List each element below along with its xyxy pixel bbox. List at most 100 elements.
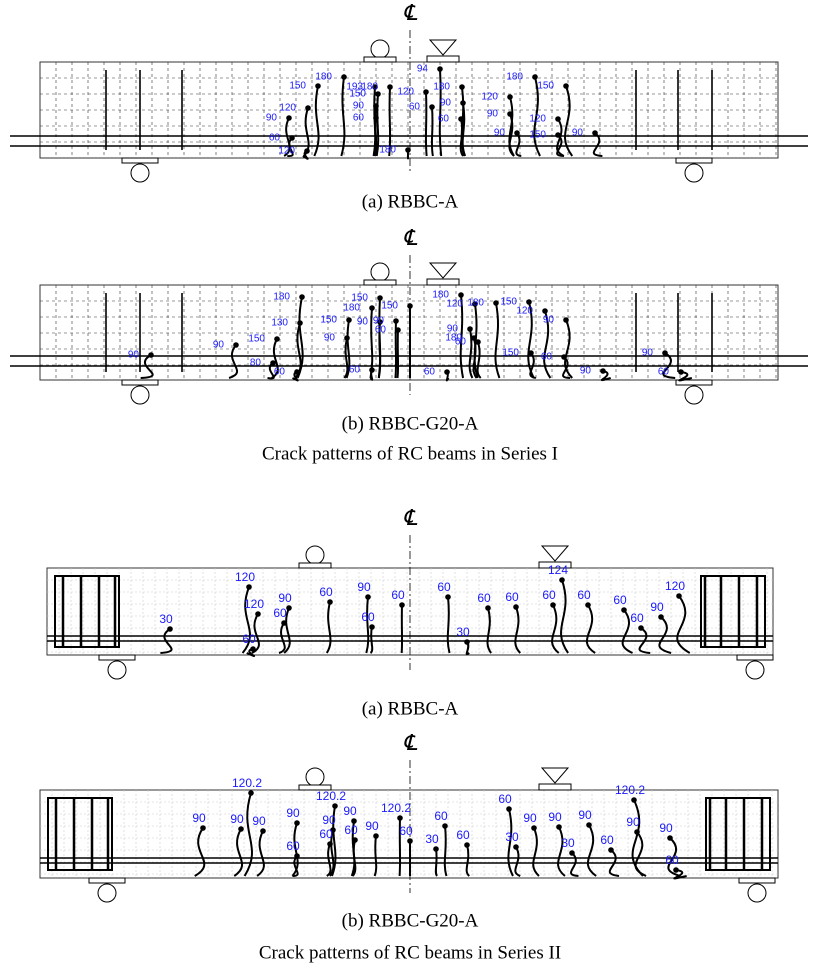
crack	[587, 605, 595, 653]
crack-label: 60	[456, 828, 470, 842]
crack	[552, 605, 559, 653]
crack-label: 60	[437, 580, 451, 594]
crack-tip	[369, 305, 375, 311]
crack-tip	[305, 105, 311, 111]
crack-label: 60	[477, 591, 491, 605]
crack-label: 90	[266, 113, 278, 124]
crack-label: 60	[600, 833, 614, 847]
crack-label: 60	[269, 133, 281, 144]
crack-tip	[407, 303, 413, 309]
crack-tip	[592, 130, 598, 136]
crack-label: 120	[446, 299, 463, 310]
crack	[432, 107, 433, 156]
crack-tip	[676, 593, 682, 599]
crack-tip	[346, 317, 352, 323]
crack-tip	[332, 803, 338, 809]
pin	[430, 263, 456, 278]
crack-label: 90	[543, 315, 555, 326]
crack-tip	[555, 132, 561, 138]
crack-tip	[467, 326, 473, 332]
series-caption: Crack patterns of RC beams in Series II	[259, 942, 561, 963]
crack-label: 90	[343, 804, 357, 818]
support-plate	[739, 878, 775, 883]
crack-label: 150	[502, 348, 519, 359]
crack-tip	[246, 584, 252, 590]
crack-label: 94	[417, 64, 429, 75]
crack-label: 90	[324, 333, 336, 344]
support-roller	[746, 661, 764, 679]
centerline-symbol: ℄	[403, 0, 418, 25]
crack-label: 180	[315, 72, 332, 83]
crack-label: 120	[235, 570, 255, 584]
crack-tip	[423, 89, 429, 95]
crack	[445, 826, 447, 876]
crack-label: 60	[391, 588, 405, 602]
crack-tip	[555, 116, 561, 122]
crack-label: 90	[494, 128, 506, 139]
crack-label: 90	[626, 815, 640, 829]
crack	[448, 597, 450, 653]
crack-tip	[327, 841, 333, 847]
plate	[364, 280, 396, 285]
crack-tip	[658, 614, 664, 620]
crack-tip	[493, 300, 499, 306]
crack-label: 60	[344, 823, 358, 837]
crack-label: 90	[572, 128, 584, 139]
centerline-symbol: ℄	[403, 730, 418, 755]
crack-label: 150	[248, 334, 265, 345]
crack-tip	[148, 352, 154, 358]
crack-label: 60	[375, 325, 387, 336]
crack-label: 180	[379, 145, 396, 156]
crack-label: 90	[357, 580, 371, 594]
crack	[659, 617, 671, 653]
crack-tip	[167, 626, 173, 632]
crack-tip	[294, 820, 300, 826]
crack-label: 180	[467, 298, 484, 309]
crack-label: 150	[289, 81, 306, 92]
crack-tip	[608, 847, 614, 853]
plate	[539, 784, 571, 790]
crack-label: 180	[273, 292, 290, 303]
crack-label: 90	[578, 808, 592, 822]
crack-label: 180	[343, 303, 360, 314]
crack-label: 120	[278, 146, 295, 157]
crack-label: 60	[434, 809, 448, 823]
crack-label: 90	[357, 317, 369, 328]
crack-tip	[460, 100, 466, 106]
crack-tip	[638, 625, 644, 631]
crack-tip	[621, 607, 627, 613]
crack-tip	[563, 83, 569, 89]
crack-label: 30	[505, 830, 519, 844]
crack-label: 180	[445, 333, 462, 344]
crack-tip	[586, 822, 592, 828]
crack-label: 150	[537, 81, 554, 92]
crack-tip	[294, 853, 300, 859]
crack	[279, 623, 285, 653]
crack	[495, 303, 499, 378]
crack	[327, 844, 331, 876]
crack-label: 60	[242, 632, 256, 646]
crack-label: 90	[365, 819, 379, 833]
crack-tip	[506, 806, 512, 812]
crack-tip	[569, 850, 575, 856]
crack	[257, 831, 264, 876]
crack	[375, 836, 377, 876]
crack	[533, 828, 539, 876]
centerline-symbol: ℄	[403, 225, 418, 250]
crack-tip	[429, 104, 435, 110]
caption: (b) RBBC-G20-A	[342, 910, 479, 931]
crack-label: 30	[456, 625, 470, 639]
crack-tip	[600, 368, 606, 374]
crack-label: 30	[561, 836, 575, 850]
support-roller	[685, 386, 703, 404]
crack-label: 60	[505, 590, 519, 604]
crack-tip	[399, 602, 405, 608]
crack	[561, 580, 568, 653]
crack	[366, 597, 368, 653]
plate	[427, 56, 459, 62]
roller	[371, 40, 389, 58]
pin	[542, 768, 568, 783]
crack-label: 60	[319, 585, 333, 599]
crack-label: 120	[397, 87, 414, 98]
crack-tip	[507, 111, 513, 117]
